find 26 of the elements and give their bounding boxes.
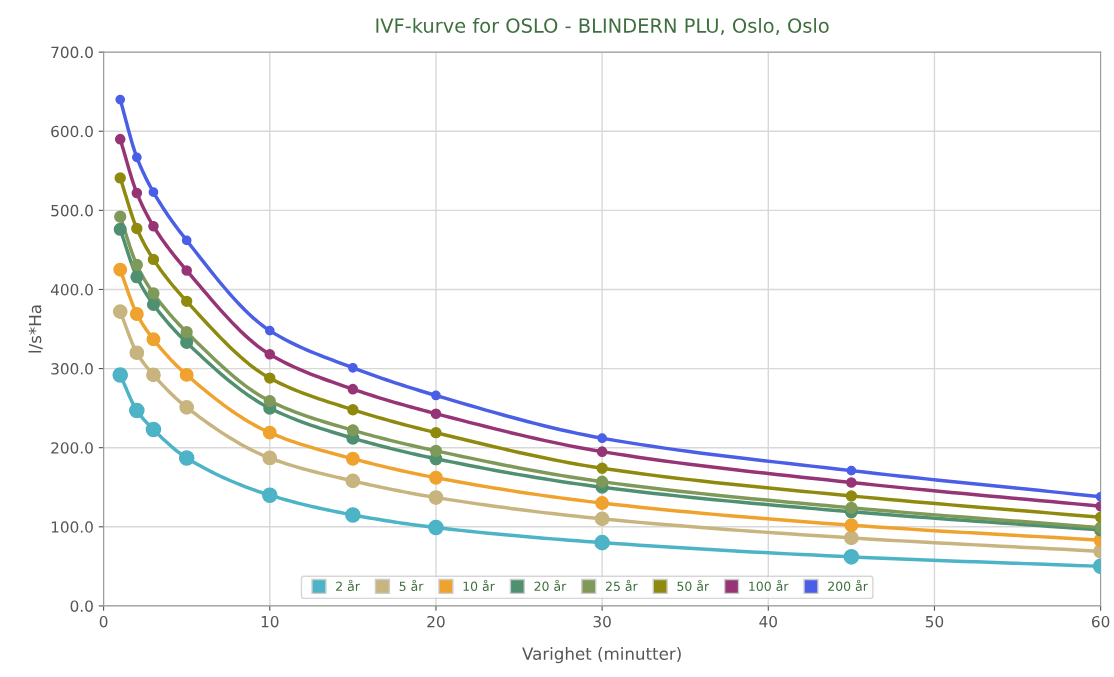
y-tick-label: 700.0 [51, 46, 93, 59]
legend-label: 5 år [399, 579, 424, 591]
x-tick-label: 50 [925, 615, 944, 628]
y-tick-label: 300.0 [51, 363, 93, 375]
y-axis-title: l/s*Ha [28, 305, 43, 353]
legend-label: 10 år [463, 579, 495, 591]
y-tick-label: 200.0 [51, 442, 93, 454]
x-tick-label: 20 [427, 615, 445, 628]
y-tick-label: 400.0 [50, 283, 93, 296]
x-tick-label: 60 [1091, 615, 1110, 628]
x-tick-label: 30 [593, 615, 611, 628]
x-tick-label: 10 [261, 615, 279, 628]
legend-label: 50 år [677, 579, 710, 591]
x-tick-label: 40 [759, 615, 777, 628]
legend-label: 2 år [336, 579, 360, 591]
y-tick-label: 100.0 [51, 521, 93, 533]
legend-label: 100 år [749, 579, 789, 591]
y-tick-label: 0.0 [70, 600, 93, 612]
legend-label: 25 år [605, 579, 638, 591]
chart-title: IVF-kurve for OSLO - BLINDERN PLU, Oslo, Oslo [376, 17, 829, 35]
x-tick-label: 0 [99, 615, 108, 628]
y-tick-label: 500.0 [51, 204, 93, 217]
legend-label: 20 år [534, 579, 567, 591]
x-axis-title: Varighet (minutter) [522, 647, 681, 664]
y-tick-label: 600.0 [51, 125, 93, 138]
legend-label: 200 år [828, 579, 868, 591]
